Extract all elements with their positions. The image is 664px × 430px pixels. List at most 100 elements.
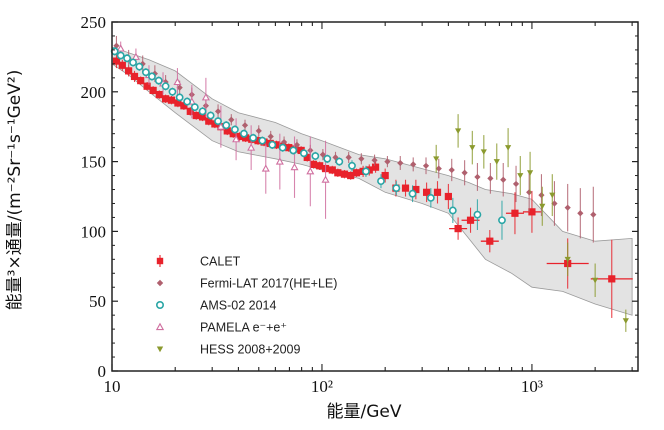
data-point xyxy=(247,143,256,151)
data-point xyxy=(242,134,250,142)
data-point xyxy=(222,121,231,130)
data-point xyxy=(328,166,336,174)
data-point xyxy=(473,210,482,219)
data-point xyxy=(321,175,330,183)
data-point xyxy=(526,189,533,196)
legend-label: AMS-02 2014 xyxy=(200,299,276,313)
legend-marker xyxy=(156,279,164,287)
data-point xyxy=(175,93,184,102)
data-point xyxy=(455,128,462,134)
data-point xyxy=(118,61,126,69)
data-point xyxy=(161,82,170,91)
y-axis-title: 能量³×通量/(m⁻²Sr⁻¹s⁻¹GeV²) xyxy=(5,70,25,311)
data-point xyxy=(377,177,385,186)
data-point xyxy=(190,103,199,112)
data-point xyxy=(211,120,219,128)
data-point xyxy=(116,51,125,60)
data-point xyxy=(433,188,442,196)
data-point xyxy=(358,155,365,162)
legend-label: CALET xyxy=(200,255,241,269)
data-point xyxy=(454,225,462,233)
data-point xyxy=(592,277,599,284)
data-point xyxy=(539,203,546,210)
band-area xyxy=(111,46,633,316)
data-point xyxy=(192,111,200,120)
data-point xyxy=(435,165,442,172)
data-point xyxy=(206,111,215,120)
data-point xyxy=(176,84,183,91)
legend-marker xyxy=(156,257,164,265)
data-point xyxy=(408,189,417,198)
data-point xyxy=(123,54,131,63)
data-point xyxy=(272,141,281,149)
data-point xyxy=(268,140,277,149)
data-point xyxy=(129,58,137,67)
data-point xyxy=(362,167,370,176)
data-point xyxy=(422,188,431,196)
series-ams-02-2014 xyxy=(110,47,506,240)
data-point xyxy=(469,145,476,151)
data-point xyxy=(290,162,299,171)
data-point xyxy=(347,171,355,180)
data-point xyxy=(125,67,133,75)
data-point xyxy=(173,77,182,86)
data-point xyxy=(289,146,298,155)
data-point xyxy=(426,193,435,202)
data-point xyxy=(267,133,274,140)
data-point xyxy=(201,93,210,101)
data-points xyxy=(110,35,633,332)
y-tick-label: 50 xyxy=(89,292,106,311)
y-tick-label: 250 xyxy=(81,13,107,32)
data-point xyxy=(511,209,519,217)
data-point xyxy=(352,169,361,177)
data-point xyxy=(433,156,440,162)
data-point xyxy=(205,117,213,125)
data-point xyxy=(608,275,616,283)
data-point xyxy=(422,162,430,169)
data-point xyxy=(564,256,571,263)
legend-item: HESS 2008+2009 xyxy=(156,343,300,357)
series-hess-2008-2009 xyxy=(433,114,629,332)
data-point xyxy=(551,200,558,207)
data-point xyxy=(116,44,125,52)
data-point xyxy=(154,76,163,85)
x-tick-label: 10³ xyxy=(521,377,543,396)
data-point xyxy=(401,184,410,192)
data-point xyxy=(275,157,284,165)
data-point xyxy=(228,116,235,123)
data-point xyxy=(240,129,248,138)
data-point xyxy=(148,72,156,81)
data-point xyxy=(113,42,120,49)
y-tick-label: 100 xyxy=(81,222,107,241)
data-point xyxy=(299,149,308,158)
data-point xyxy=(249,133,258,142)
legend-item: CALET xyxy=(156,255,241,269)
data-point xyxy=(622,318,629,324)
data-point xyxy=(487,175,494,182)
legend-marker xyxy=(156,300,165,309)
data-point xyxy=(309,160,318,168)
data-point xyxy=(143,82,151,90)
data-point xyxy=(371,163,380,171)
data-point xyxy=(345,154,352,161)
data-point xyxy=(214,108,222,115)
data-point xyxy=(229,130,237,138)
data-point xyxy=(174,99,182,107)
legend-marker xyxy=(155,322,165,331)
data-point xyxy=(135,62,144,71)
data-point xyxy=(371,157,378,164)
uncertainty-band xyxy=(111,46,633,316)
data-point xyxy=(412,185,420,194)
data-point xyxy=(549,192,556,199)
data-point xyxy=(486,237,494,245)
data-point xyxy=(474,173,481,181)
data-point xyxy=(505,145,512,151)
data-point xyxy=(448,166,455,174)
data-point xyxy=(332,154,339,161)
data-point xyxy=(392,184,401,193)
data-point xyxy=(167,96,176,104)
data-point xyxy=(131,52,140,60)
data-point xyxy=(323,154,332,163)
data-point xyxy=(141,68,150,77)
